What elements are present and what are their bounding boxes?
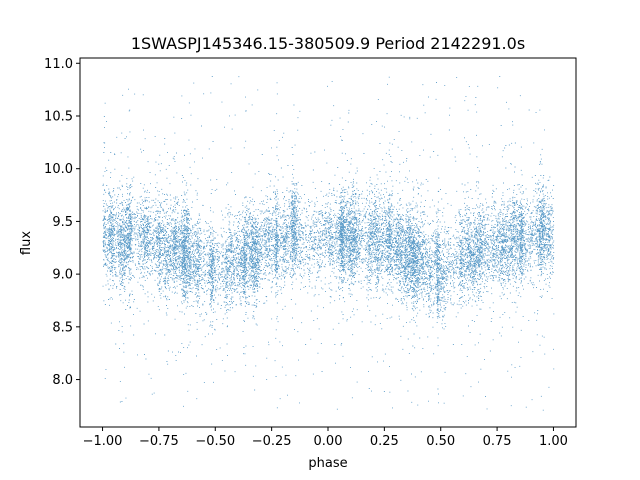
y-axis-ticks: 8.0 8.5 9.0 9.5 10.0 10.5 11.0 — [44, 57, 80, 388]
x-tick-label: −0.75 — [139, 434, 179, 449]
x-tick-label: 1.00 — [539, 434, 568, 449]
chart-title: 1SWASPJ145346.15-380509.9 Period 2142291… — [131, 34, 525, 53]
y-axis-label: flux — [19, 231, 34, 255]
data-points — [102, 76, 555, 411]
x-axis-ticks: −1.00 −0.75 −0.50 −0.25 0.00 0.25 0.50 0.75 1.00 — [83, 427, 568, 449]
y-tick-label: 10.0 — [44, 162, 73, 177]
x-tick-label: 0.00 — [314, 434, 343, 449]
x-tick-label: 0.75 — [483, 434, 512, 449]
scatter-points — [102, 76, 555, 411]
plot-frame — [79, 57, 577, 428]
x-tick-label: −0.50 — [195, 434, 235, 449]
y-tick-label: 10.5 — [44, 109, 73, 124]
y-tick-label: 11.0 — [44, 57, 73, 72]
x-axis-label: phase — [308, 456, 347, 471]
y-tick-label: 9.5 — [52, 215, 73, 230]
x-tick-label: −0.25 — [252, 434, 292, 449]
x-tick-label: 0.25 — [370, 434, 399, 449]
y-tick-label: 8.0 — [52, 373, 73, 388]
y-tick-label: 8.5 — [52, 320, 73, 335]
x-tick-label: 0.50 — [426, 434, 455, 449]
y-tick-label: 9.0 — [52, 268, 73, 283]
x-tick-label: −1.00 — [83, 434, 123, 449]
